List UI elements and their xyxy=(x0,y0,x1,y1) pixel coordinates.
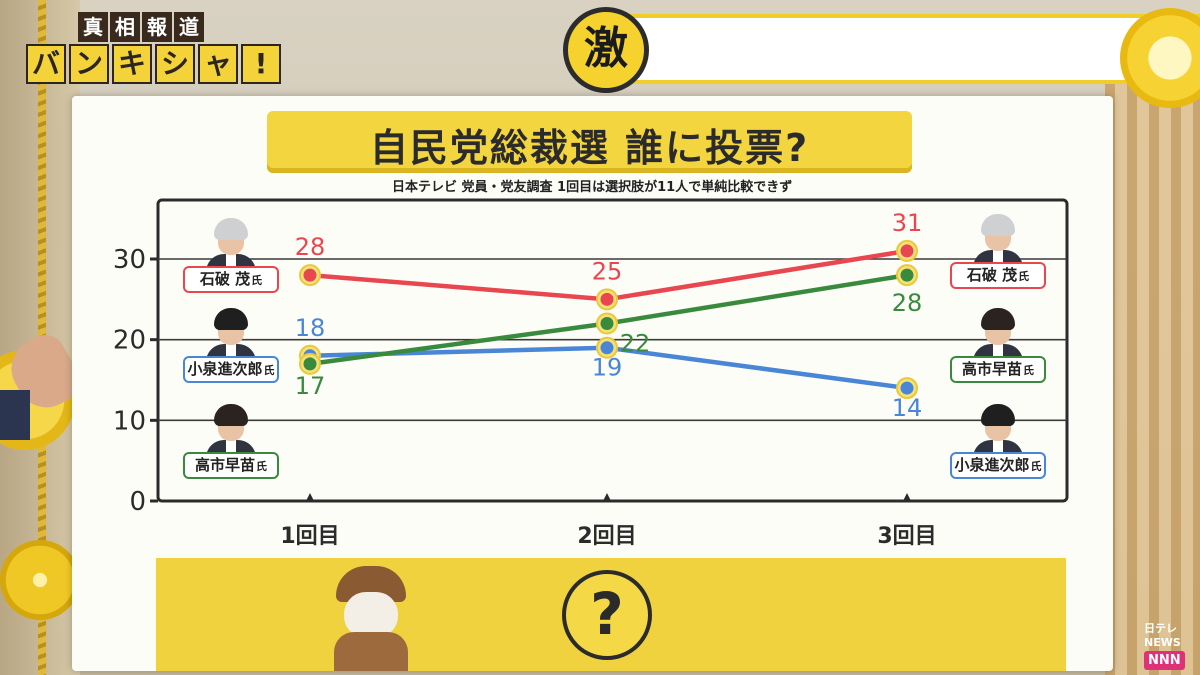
data-label: 18 xyxy=(295,314,326,342)
logo-char: バ xyxy=(26,44,66,84)
candidate-name-label: 石破 茂氏 xyxy=(950,262,1046,289)
y-tick-label: 0 xyxy=(129,487,146,517)
logo-char: 報 xyxy=(142,12,172,42)
caption-badge: 激 xyxy=(563,7,649,93)
data-label: 17 xyxy=(295,372,326,400)
photo-hair xyxy=(981,308,1015,330)
x-tick-mark xyxy=(603,493,611,501)
photo-shirt xyxy=(226,344,236,362)
candidate-name: 石破 茂 xyxy=(199,270,251,288)
show-logo-top: 真 相 報 道 xyxy=(78,12,281,42)
line-chart: 0 10 20 30 1回目 2回目 3回目 28 25 31 18 19 14 17 22 28 xyxy=(113,198,1069,549)
data-label: 28 xyxy=(295,233,326,261)
x-tick-label: 2回目 xyxy=(577,524,636,549)
y-tick-label: 10 xyxy=(113,406,146,436)
logo-char: キ xyxy=(112,44,152,84)
photo-shirt xyxy=(993,250,1003,268)
title-box: 自民党総裁選 誰に投票? xyxy=(267,111,912,173)
y-tick-label: 20 xyxy=(113,326,146,356)
candidate-name: 石破 茂 xyxy=(966,266,1018,284)
data-point xyxy=(600,292,614,306)
candidate-photo xyxy=(203,216,259,272)
data-label: 28 xyxy=(892,289,923,317)
photo-hair xyxy=(214,404,248,426)
data-point xyxy=(900,381,914,395)
candidate-name-label: 小泉進次郎氏 xyxy=(183,356,279,383)
data-point xyxy=(303,268,317,282)
x-tick-label: 1回目 xyxy=(280,524,339,549)
candidate-name-label: 高市早苗氏 xyxy=(950,356,1046,383)
candidate-photo xyxy=(970,402,1026,458)
logo-char: ャ xyxy=(198,44,238,84)
x-tick-mark xyxy=(306,493,314,501)
photo-shirt xyxy=(226,440,236,458)
logo-char: ! xyxy=(241,44,281,84)
logo-char: 道 xyxy=(174,12,204,42)
presenter-sleeve xyxy=(0,390,30,440)
candidate-name: 高市早苗 xyxy=(194,456,255,474)
x-tick-mark xyxy=(903,493,911,501)
chart-title: 自民党総裁選 誰に投票? xyxy=(369,126,810,170)
network-logo: 日テレNEWS NNN xyxy=(1144,620,1200,670)
photo-shirt xyxy=(993,440,1003,458)
show-logo: 真 相 報 道 バ ン キ シ ャ ! xyxy=(26,12,281,84)
chart-board: 自民党総裁選 誰に投票? 日本テレビ 党員・党友調査 1回目は選択肢が11人で単… xyxy=(72,96,1113,671)
chart-subtitle: 日本テレビ 党員・党友調査 1回目は選択肢が11人で単純比較できず xyxy=(392,180,793,195)
candidate-name-suffix: 氏 xyxy=(251,274,263,287)
photo-hair xyxy=(214,308,248,330)
candidate-name-suffix: 氏 xyxy=(256,460,267,473)
mascot-detective xyxy=(330,566,410,671)
mascot-head xyxy=(344,592,398,638)
candidate-name-suffix: 氏 xyxy=(1030,460,1042,473)
candidate-name: 小泉進次郎 xyxy=(187,360,263,378)
data-label: 25 xyxy=(592,257,623,285)
candidate-photo xyxy=(203,306,259,362)
x-tick-label: 3回目 xyxy=(877,524,936,549)
data-label: 14 xyxy=(892,394,923,422)
candidate-photo xyxy=(970,306,1026,362)
presenter-hand xyxy=(0,327,88,440)
data-point xyxy=(600,341,614,355)
photo-shirt xyxy=(993,344,1003,362)
candidate-name-suffix: 氏 xyxy=(263,364,275,377)
data-label: 19 xyxy=(592,354,623,382)
logo-char: ン xyxy=(69,44,109,84)
network-logo-badge: NNN xyxy=(1144,651,1185,670)
candidate-name: 小泉進次郎 xyxy=(954,456,1030,474)
candidate-photo xyxy=(970,212,1026,268)
data-point xyxy=(900,244,914,258)
studio-wheel xyxy=(0,540,80,620)
photo-shirt xyxy=(226,254,236,272)
photo-hair xyxy=(981,214,1015,236)
logo-char: 真 xyxy=(78,12,108,42)
logo-char: 相 xyxy=(110,12,140,42)
network-logo-top: 日テレNEWS xyxy=(1144,622,1181,649)
data-label: 22 xyxy=(620,330,651,358)
candidate-name-label: 高市早苗氏 xyxy=(183,452,279,479)
data-point xyxy=(600,317,614,331)
photo-hair xyxy=(981,404,1015,426)
studio-background-right xyxy=(1105,80,1200,675)
data-label: 31 xyxy=(892,209,923,237)
data-point xyxy=(303,357,317,371)
candidate-name-suffix: 氏 xyxy=(1018,270,1030,283)
logo-char: シ xyxy=(155,44,195,84)
candidate-name: 高市早苗 xyxy=(961,360,1022,378)
question-mark-icon: ? xyxy=(562,570,652,660)
show-logo-main: バ ン キ シ ャ ! xyxy=(26,44,281,84)
sunburst-decoration xyxy=(1120,8,1200,108)
candidate-name-suffix: 氏 xyxy=(1023,364,1034,377)
candidate-name-label: 小泉進次郎氏 xyxy=(950,452,1046,479)
photo-hair xyxy=(214,218,248,240)
mascot-body xyxy=(334,632,408,671)
candidate-name-label: 石破 茂氏 xyxy=(183,266,279,293)
caption-bar xyxy=(608,8,1200,108)
data-point xyxy=(900,268,914,282)
plot-frame xyxy=(156,198,1069,503)
candidate-photo xyxy=(203,402,259,458)
y-tick-label: 30 xyxy=(113,245,146,275)
